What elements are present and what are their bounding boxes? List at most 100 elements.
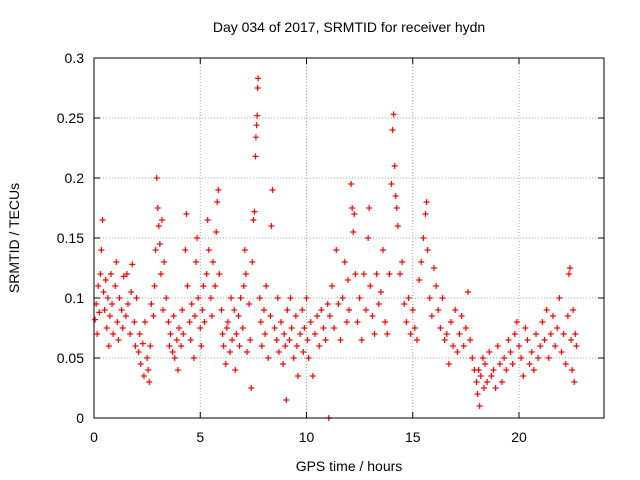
data-point xyxy=(240,283,247,289)
data-point xyxy=(316,343,323,349)
data-point xyxy=(231,307,238,313)
data-point xyxy=(205,247,212,253)
data-point xyxy=(229,337,236,343)
data-point xyxy=(539,319,546,325)
data-point xyxy=(233,331,240,337)
data-point xyxy=(284,307,291,313)
data-point xyxy=(251,208,258,215)
data-point xyxy=(120,273,127,280)
data-point xyxy=(273,337,280,343)
data-point xyxy=(528,349,535,355)
data-point xyxy=(150,313,157,319)
data-point xyxy=(135,349,142,355)
data-point xyxy=(154,205,161,211)
data-point xyxy=(501,355,508,361)
data-point xyxy=(467,337,474,343)
data-point xyxy=(160,307,167,313)
data-point xyxy=(167,331,174,337)
data-point xyxy=(239,325,246,331)
data-point xyxy=(157,271,164,277)
data-point xyxy=(337,337,344,343)
data-point xyxy=(499,379,505,385)
data-point xyxy=(193,259,199,265)
data-point xyxy=(176,325,182,331)
data-point xyxy=(367,283,374,289)
data-point xyxy=(102,277,109,283)
data-point xyxy=(282,343,289,349)
data-point xyxy=(562,361,569,367)
data-point xyxy=(441,337,448,343)
x-axis-label: GPS time / hours xyxy=(296,458,403,474)
data-point xyxy=(118,307,125,313)
data-point xyxy=(346,307,352,313)
data-point xyxy=(132,343,139,349)
data-point xyxy=(475,367,482,373)
data-point xyxy=(567,265,573,271)
data-point xyxy=(564,313,571,319)
data-point xyxy=(178,343,185,349)
data-point xyxy=(218,307,225,313)
data-point xyxy=(371,331,378,337)
data-point xyxy=(123,271,130,277)
data-point xyxy=(482,361,488,367)
data-point xyxy=(424,247,431,253)
data-point xyxy=(269,187,276,193)
data-point xyxy=(324,301,331,307)
data-point xyxy=(382,319,389,325)
data-point xyxy=(223,325,230,331)
data-point xyxy=(492,385,499,391)
data-point xyxy=(326,313,333,319)
data-point xyxy=(190,355,197,361)
data-point xyxy=(252,134,259,141)
data-point xyxy=(281,331,288,337)
data-point xyxy=(161,259,168,265)
data-point xyxy=(437,325,444,331)
data-point xyxy=(268,223,275,229)
data-point xyxy=(469,355,476,361)
data-point xyxy=(428,313,435,319)
data-point xyxy=(366,205,373,211)
data-point xyxy=(520,373,527,379)
data-point xyxy=(278,319,284,325)
data-point xyxy=(101,307,108,313)
data-point xyxy=(104,295,111,301)
data-point xyxy=(265,355,272,361)
y-tick-label: 0.05 xyxy=(57,350,84,366)
data-point xyxy=(136,331,143,337)
data-point xyxy=(329,283,335,289)
data-point xyxy=(537,343,544,349)
data-point xyxy=(244,349,250,355)
data-point xyxy=(320,325,327,331)
data-point xyxy=(522,325,529,331)
data-point xyxy=(479,355,486,361)
data-point xyxy=(183,211,190,217)
data-point xyxy=(388,181,395,187)
data-point xyxy=(558,349,565,355)
data-point xyxy=(565,271,572,277)
data-point xyxy=(384,331,391,337)
data-point xyxy=(163,295,170,301)
data-point xyxy=(433,283,440,289)
data-point xyxy=(571,379,578,385)
data-point xyxy=(224,319,231,325)
data-point xyxy=(222,361,229,367)
data-point xyxy=(252,153,259,160)
data-point xyxy=(496,361,503,367)
axis-ticks: 0 0.05 0.1 0.15 0.2 0.25 0.3 0 5 10 15 20 xyxy=(57,50,604,445)
data-point xyxy=(304,337,311,343)
data-point xyxy=(350,229,357,235)
data-point xyxy=(462,325,469,331)
data-point xyxy=(219,331,226,337)
data-point xyxy=(307,319,314,325)
data-points xyxy=(92,75,580,421)
data-point xyxy=(348,181,355,187)
data-point xyxy=(416,277,423,283)
data-point xyxy=(518,355,525,361)
data-point xyxy=(494,343,501,349)
data-point xyxy=(152,247,159,253)
data-point xyxy=(401,301,408,307)
data-point xyxy=(360,271,367,277)
data-point xyxy=(199,307,206,313)
data-point xyxy=(394,223,401,229)
data-point xyxy=(271,325,278,331)
